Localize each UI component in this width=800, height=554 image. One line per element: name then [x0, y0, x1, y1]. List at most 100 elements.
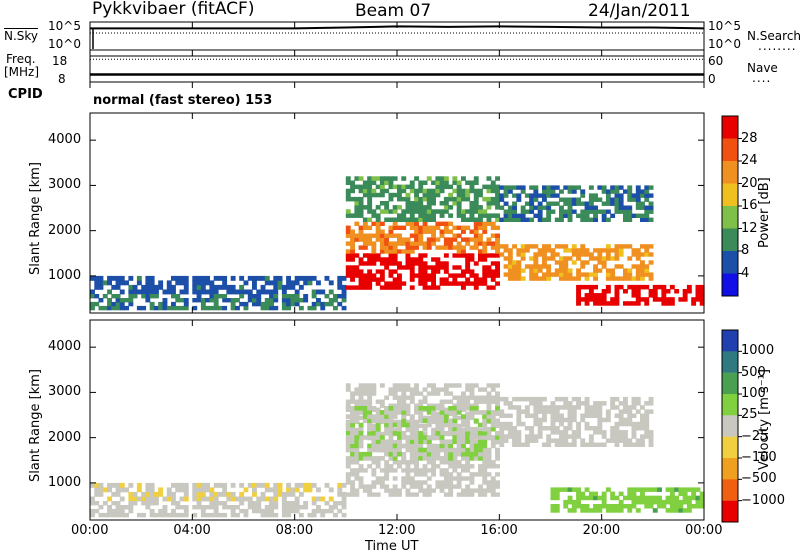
heatmap-cell — [465, 447, 471, 453]
heatmap-cell — [490, 180, 496, 185]
heatmap-cell — [371, 472, 377, 477]
heatmap-cell — [593, 442, 598, 447]
heatmap-cell — [409, 269, 415, 274]
heatmap-cell — [482, 472, 488, 477]
heatmap-cell — [384, 414, 390, 419]
heatmap-cell — [358, 237, 364, 242]
heatmap-cell — [290, 491, 296, 497]
heatmap-cell — [482, 480, 488, 485]
heatmap-cell — [490, 460, 496, 465]
heatmap-cell — [580, 438, 586, 443]
heatmap-cell — [418, 488, 424, 493]
heatmap-cell — [388, 241, 394, 246]
heatmap-cell — [593, 272, 598, 277]
heatmap-cell — [367, 418, 373, 424]
heatmap-cell — [171, 294, 176, 299]
heatmap-cell — [171, 501, 176, 506]
heatmap-cell — [388, 285, 394, 290]
heatmap-cell — [431, 269, 436, 274]
heatmap-cell — [443, 407, 449, 412]
heatmap-cell — [154, 305, 159, 311]
heatmap-cell — [362, 221, 368, 226]
heatmap-cell — [196, 294, 202, 299]
heatmap-cell — [405, 419, 411, 425]
heatmap-cell — [456, 423, 462, 429]
heatmap-cell — [256, 508, 262, 514]
heatmap-cell — [119, 482, 125, 488]
heatmap-cell — [388, 448, 394, 453]
heatmap-cell — [610, 426, 616, 431]
heatmap-cell — [392, 427, 398, 433]
heatmap-cell — [362, 180, 368, 185]
heatmap-cell — [350, 460, 355, 465]
heatmap-cell — [422, 281, 428, 286]
heatmap-cell — [456, 184, 462, 190]
heatmap-cell — [495, 411, 500, 416]
heatmap-cell — [563, 434, 569, 439]
heatmap-cell — [418, 217, 424, 222]
heatmap-cell — [119, 512, 125, 518]
heatmap-cell — [584, 504, 590, 509]
heatmap-cell — [354, 201, 360, 206]
heatmap-cell — [648, 442, 654, 447]
power-ylabel: Slant Range [km] — [28, 162, 43, 275]
heatmap-cell — [439, 435, 445, 440]
heatmap-cell — [183, 482, 189, 488]
heatmap-cell — [563, 201, 569, 206]
heatmap-cell — [640, 217, 645, 222]
heatmap-cell — [605, 189, 611, 194]
heatmap-cell — [384, 180, 390, 185]
heatmap-cell — [452, 439, 458, 444]
heatmap-cell — [524, 413, 530, 418]
heatmap-cell — [529, 201, 535, 206]
heatmap-cell — [397, 225, 402, 230]
heatmap-cell — [388, 426, 394, 432]
heatmap-cell — [456, 225, 462, 230]
heatmap-cell — [200, 508, 206, 514]
heatmap-cell — [516, 438, 522, 443]
heatmap-cell — [379, 447, 385, 453]
heatmap-cell — [512, 209, 517, 214]
heatmap-cell — [294, 501, 300, 506]
heatmap-cell — [478, 237, 483, 242]
heatmap-cell — [495, 391, 500, 396]
heatmap-cell — [128, 289, 134, 295]
heatmap-cell — [478, 484, 483, 489]
heatmap-cell — [217, 482, 223, 488]
heatmap-cell — [469, 403, 475, 408]
heatmap-cell — [388, 403, 394, 408]
heatmap-cell — [537, 426, 543, 431]
heatmap-cell — [503, 244, 509, 249]
heatmap-cell — [648, 276, 654, 281]
heatmap-cell — [409, 188, 415, 194]
heatmap-cell — [588, 413, 594, 418]
heatmap-cell — [384, 281, 390, 286]
heatmap-cell — [405, 476, 411, 481]
heatmap-cell — [409, 456, 415, 461]
heatmap-cell — [554, 193, 560, 198]
heatmap-cell — [426, 192, 432, 198]
heatmap-cell — [333, 298, 338, 303]
heatmap-cell — [580, 297, 586, 302]
heatmap-cell — [192, 298, 198, 303]
heatmap-cell — [414, 431, 419, 436]
heatmap-cell — [605, 256, 611, 261]
heatmap-cell — [443, 281, 449, 286]
heatmap-cell — [358, 456, 364, 461]
heatmap-cell — [397, 426, 402, 432]
heatmap-cell — [379, 180, 385, 185]
heatmap-cell — [443, 225, 449, 230]
heatmap-cell — [418, 213, 424, 218]
heatmap-cell — [648, 185, 654, 190]
heatmap-cell — [614, 430, 620, 435]
power-colorbar-segment — [722, 206, 738, 229]
heatmap-cell — [235, 505, 240, 510]
heatmap-cell — [593, 217, 598, 222]
heatmap-cell — [635, 256, 641, 261]
heatmap-cell — [431, 387, 436, 392]
heatmap-cell — [448, 492, 454, 497]
heatmap-cell — [405, 387, 411, 392]
heatmap-cell — [559, 438, 564, 443]
heatmap-cell — [439, 468, 445, 473]
heatmap-cell — [90, 305, 95, 311]
